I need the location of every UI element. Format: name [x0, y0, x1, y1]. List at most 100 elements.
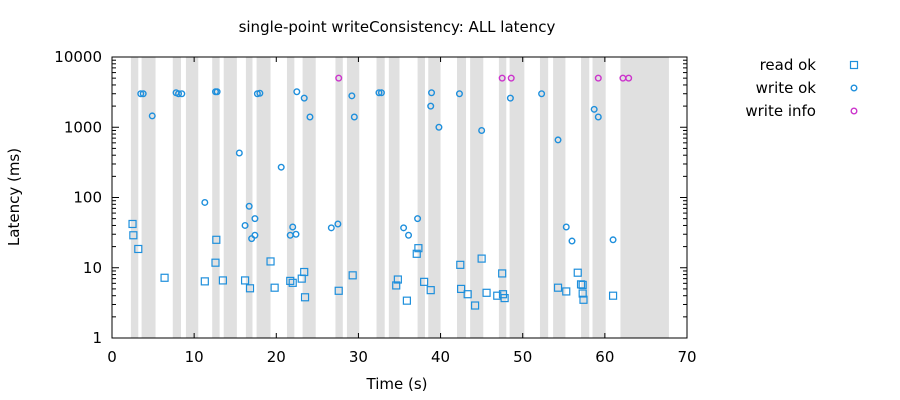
band-5 — [223, 57, 237, 338]
data-point — [129, 231, 138, 240]
y-tick-label: 1 — [92, 329, 102, 347]
data-point — [608, 291, 618, 300]
data-point — [377, 89, 385, 97]
x-tick-label: 70 — [677, 348, 696, 366]
legend: read ok write ok write info — [745, 56, 859, 120]
data-point — [477, 254, 486, 263]
data-point — [277, 163, 285, 171]
legend-label: read ok — [760, 56, 817, 74]
data-point — [306, 113, 314, 121]
data-point — [507, 74, 515, 82]
band-20 — [539, 57, 549, 338]
x-tick-label: 40 — [431, 348, 450, 366]
data-point — [405, 231, 413, 239]
series-write-info — [335, 74, 633, 82]
data-point — [213, 88, 221, 96]
data-point — [578, 289, 587, 298]
data-point — [200, 277, 209, 286]
band-3 — [185, 57, 199, 338]
data-point — [594, 113, 602, 121]
data-point — [393, 275, 402, 284]
data-point — [578, 280, 587, 289]
background-bands — [130, 57, 669, 338]
data-point — [139, 90, 147, 98]
y-tick-label: 1000 — [64, 118, 102, 136]
band-13 — [388, 57, 400, 338]
data-point — [609, 236, 617, 244]
data-point — [300, 267, 309, 277]
y-tick-label: 100 — [73, 189, 102, 207]
data-point — [568, 237, 576, 245]
series-read-ok — [128, 219, 618, 310]
legend-marker — [849, 60, 859, 70]
data-point — [350, 113, 358, 121]
band-18 — [498, 57, 507, 338]
data-point — [500, 293, 509, 303]
data-point — [327, 224, 335, 232]
data-point — [457, 284, 466, 293]
data-point — [348, 92, 356, 100]
data-point — [428, 89, 436, 97]
data-point — [201, 198, 209, 206]
data-point — [211, 258, 220, 267]
data-point — [426, 286, 435, 295]
data-point — [590, 105, 598, 113]
data-point — [292, 230, 300, 238]
x-tick-label: 0 — [107, 348, 117, 366]
band-6 — [245, 57, 253, 338]
data-point — [456, 260, 465, 269]
band-1 — [141, 57, 156, 338]
data-point — [251, 231, 259, 239]
data-point — [414, 244, 423, 253]
legend-label: write info — [745, 102, 816, 120]
data-point — [435, 123, 443, 131]
chart-title: single-point writeConsistency: ALL laten… — [239, 18, 556, 36]
band-12 — [376, 57, 385, 338]
x-tick-label: 20 — [267, 348, 286, 366]
data-point — [506, 94, 514, 102]
data-point — [160, 273, 169, 282]
data-point — [498, 269, 507, 278]
data-point — [478, 126, 486, 134]
data-point — [148, 112, 156, 120]
band-23 — [592, 57, 606, 338]
data-point — [286, 276, 295, 285]
band-2 — [172, 57, 181, 338]
band-7 — [256, 57, 271, 338]
data-point — [538, 90, 546, 98]
band-14 — [417, 57, 425, 338]
band-11 — [346, 57, 360, 338]
band-10 — [335, 57, 343, 338]
data-point — [402, 296, 411, 305]
data-points — [128, 74, 633, 310]
data-point — [392, 281, 401, 290]
band-8 — [286, 57, 295, 338]
data-point — [134, 244, 143, 254]
data-point — [427, 102, 435, 110]
x-tick-label: 60 — [595, 348, 614, 366]
y-axis-label: Latency (ms) — [5, 148, 23, 246]
data-point — [498, 74, 506, 82]
data-point — [625, 74, 633, 82]
data-point — [251, 215, 259, 223]
data-point — [375, 89, 383, 97]
data-point — [240, 276, 250, 285]
data-point — [562, 223, 570, 231]
data-point — [266, 257, 275, 266]
data-point — [420, 277, 429, 286]
data-point — [482, 288, 491, 297]
data-point — [414, 215, 422, 223]
data-point — [212, 235, 221, 244]
data-point — [128, 219, 137, 229]
x-tick-label: 30 — [349, 348, 368, 366]
data-point — [288, 278, 297, 287]
data-point — [463, 290, 472, 299]
data-point — [400, 224, 408, 232]
data-point — [470, 301, 480, 310]
x-tick-label: 10 — [185, 348, 204, 366]
y-tick-label: 10000 — [54, 48, 102, 66]
band-22 — [581, 57, 590, 338]
band-17 — [470, 57, 484, 338]
band-0 — [130, 57, 139, 338]
data-point — [300, 94, 308, 102]
